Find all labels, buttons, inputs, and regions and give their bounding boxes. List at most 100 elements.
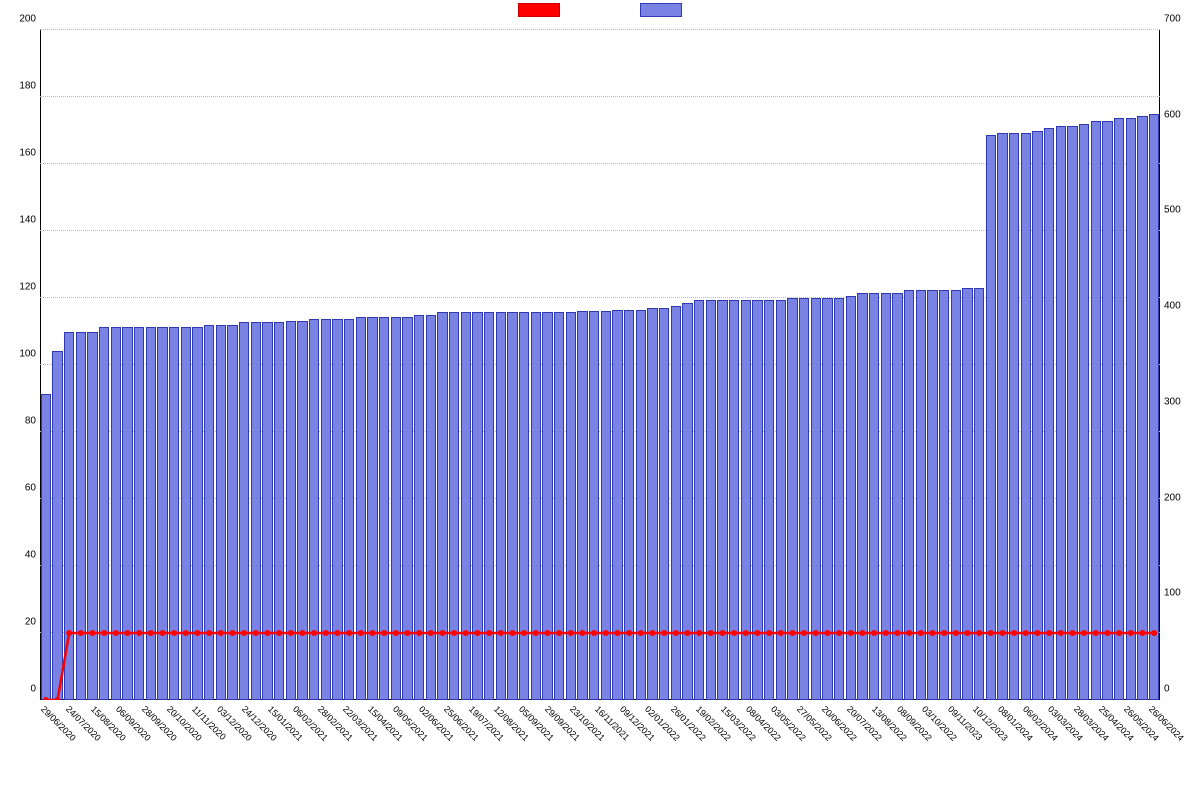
line-marker — [370, 630, 376, 636]
line-marker — [253, 630, 259, 636]
line-marker — [1128, 630, 1134, 636]
line-marker — [650, 630, 656, 636]
y-left-tick: 60 — [25, 483, 36, 494]
line-marker — [125, 630, 131, 636]
line-marker — [323, 630, 329, 636]
line-marker — [743, 630, 749, 636]
y-right-tick: 600 — [1164, 109, 1181, 120]
line-marker — [113, 630, 119, 636]
line-marker — [440, 630, 446, 636]
y-left-tick: 80 — [25, 416, 36, 427]
line-marker — [358, 630, 364, 636]
line-marker — [603, 630, 609, 636]
x-axis: 29/06/202024/07/202015/08/202006/09/2020… — [40, 700, 1160, 800]
line-marker — [1023, 630, 1029, 636]
line-marker — [475, 630, 481, 636]
line-marker — [136, 630, 142, 636]
line-marker — [1046, 630, 1052, 636]
line-marker — [906, 630, 912, 636]
line-marker — [160, 630, 166, 636]
line-marker — [953, 630, 959, 636]
line-marker — [988, 630, 994, 636]
line-marker — [451, 630, 457, 636]
line-series — [40, 30, 1160, 700]
line-marker — [335, 630, 341, 636]
y-right-tick: 200 — [1164, 492, 1181, 503]
line-marker — [720, 630, 726, 636]
line-marker — [218, 630, 224, 636]
line-marker — [755, 630, 761, 636]
line-marker — [300, 630, 306, 636]
line-marker — [381, 630, 387, 636]
y-right-tick: 100 — [1164, 588, 1181, 599]
line-marker — [1035, 630, 1041, 636]
line-marker — [766, 630, 772, 636]
line-marker — [801, 630, 807, 636]
line-marker — [790, 630, 796, 636]
legend-item-blue — [640, 3, 682, 17]
line-marker — [428, 630, 434, 636]
line-marker — [101, 630, 107, 636]
line-marker — [778, 630, 784, 636]
line-marker — [708, 630, 714, 636]
line-marker — [860, 630, 866, 636]
line-marker — [1151, 630, 1157, 636]
line-marker — [230, 630, 236, 636]
line-marker — [731, 630, 737, 636]
line-marker — [615, 630, 621, 636]
y-right-tick: 500 — [1164, 205, 1181, 216]
line-marker — [930, 630, 936, 636]
line-marker — [673, 630, 679, 636]
line-marker — [976, 630, 982, 636]
line-marker — [498, 630, 504, 636]
line-marker — [685, 630, 691, 636]
line-marker — [895, 630, 901, 636]
y-right-tick: 0 — [1164, 684, 1170, 695]
y-left-tick: 180 — [19, 81, 36, 92]
y-right-tick: 300 — [1164, 396, 1181, 407]
line-path — [46, 633, 1154, 700]
line-marker — [556, 630, 562, 636]
line-marker — [696, 630, 702, 636]
line-marker — [195, 630, 201, 636]
y-left-tick: 100 — [19, 349, 36, 360]
line-marker — [836, 630, 842, 636]
line-marker — [90, 630, 96, 636]
line-marker — [171, 630, 177, 636]
line-marker — [825, 630, 831, 636]
legend-swatch-blue — [640, 3, 682, 17]
line-marker — [183, 630, 189, 636]
y-right-tick: 700 — [1164, 14, 1181, 25]
line-marker — [393, 630, 399, 636]
line-marker — [1140, 630, 1146, 636]
legend-item-red — [518, 3, 560, 17]
line-marker — [1081, 630, 1087, 636]
y-left-tick: 200 — [19, 14, 36, 25]
y-axis-right: 0100200300400500600700 — [1160, 30, 1200, 700]
legend-swatch-red — [518, 3, 560, 17]
line-marker — [941, 630, 947, 636]
line-marker — [1058, 630, 1064, 636]
y-left-tick: 40 — [25, 550, 36, 561]
line-marker — [276, 630, 282, 636]
line-marker — [1105, 630, 1111, 636]
y-right-tick: 400 — [1164, 301, 1181, 312]
line-marker — [1000, 630, 1006, 636]
line-marker — [241, 630, 247, 636]
line-marker — [416, 630, 422, 636]
y-left-tick: 20 — [25, 617, 36, 628]
line-marker — [813, 630, 819, 636]
line-marker — [1011, 630, 1017, 636]
line-marker — [1116, 630, 1122, 636]
line-marker — [545, 630, 551, 636]
y-left-tick: 120 — [19, 282, 36, 293]
line-marker — [206, 630, 212, 636]
line-marker — [1070, 630, 1076, 636]
line-marker — [66, 630, 72, 636]
line-marker — [486, 630, 492, 636]
line-marker — [568, 630, 574, 636]
line-marker — [288, 630, 294, 636]
line-marker — [918, 630, 924, 636]
line-marker — [661, 630, 667, 636]
line-marker — [346, 630, 352, 636]
